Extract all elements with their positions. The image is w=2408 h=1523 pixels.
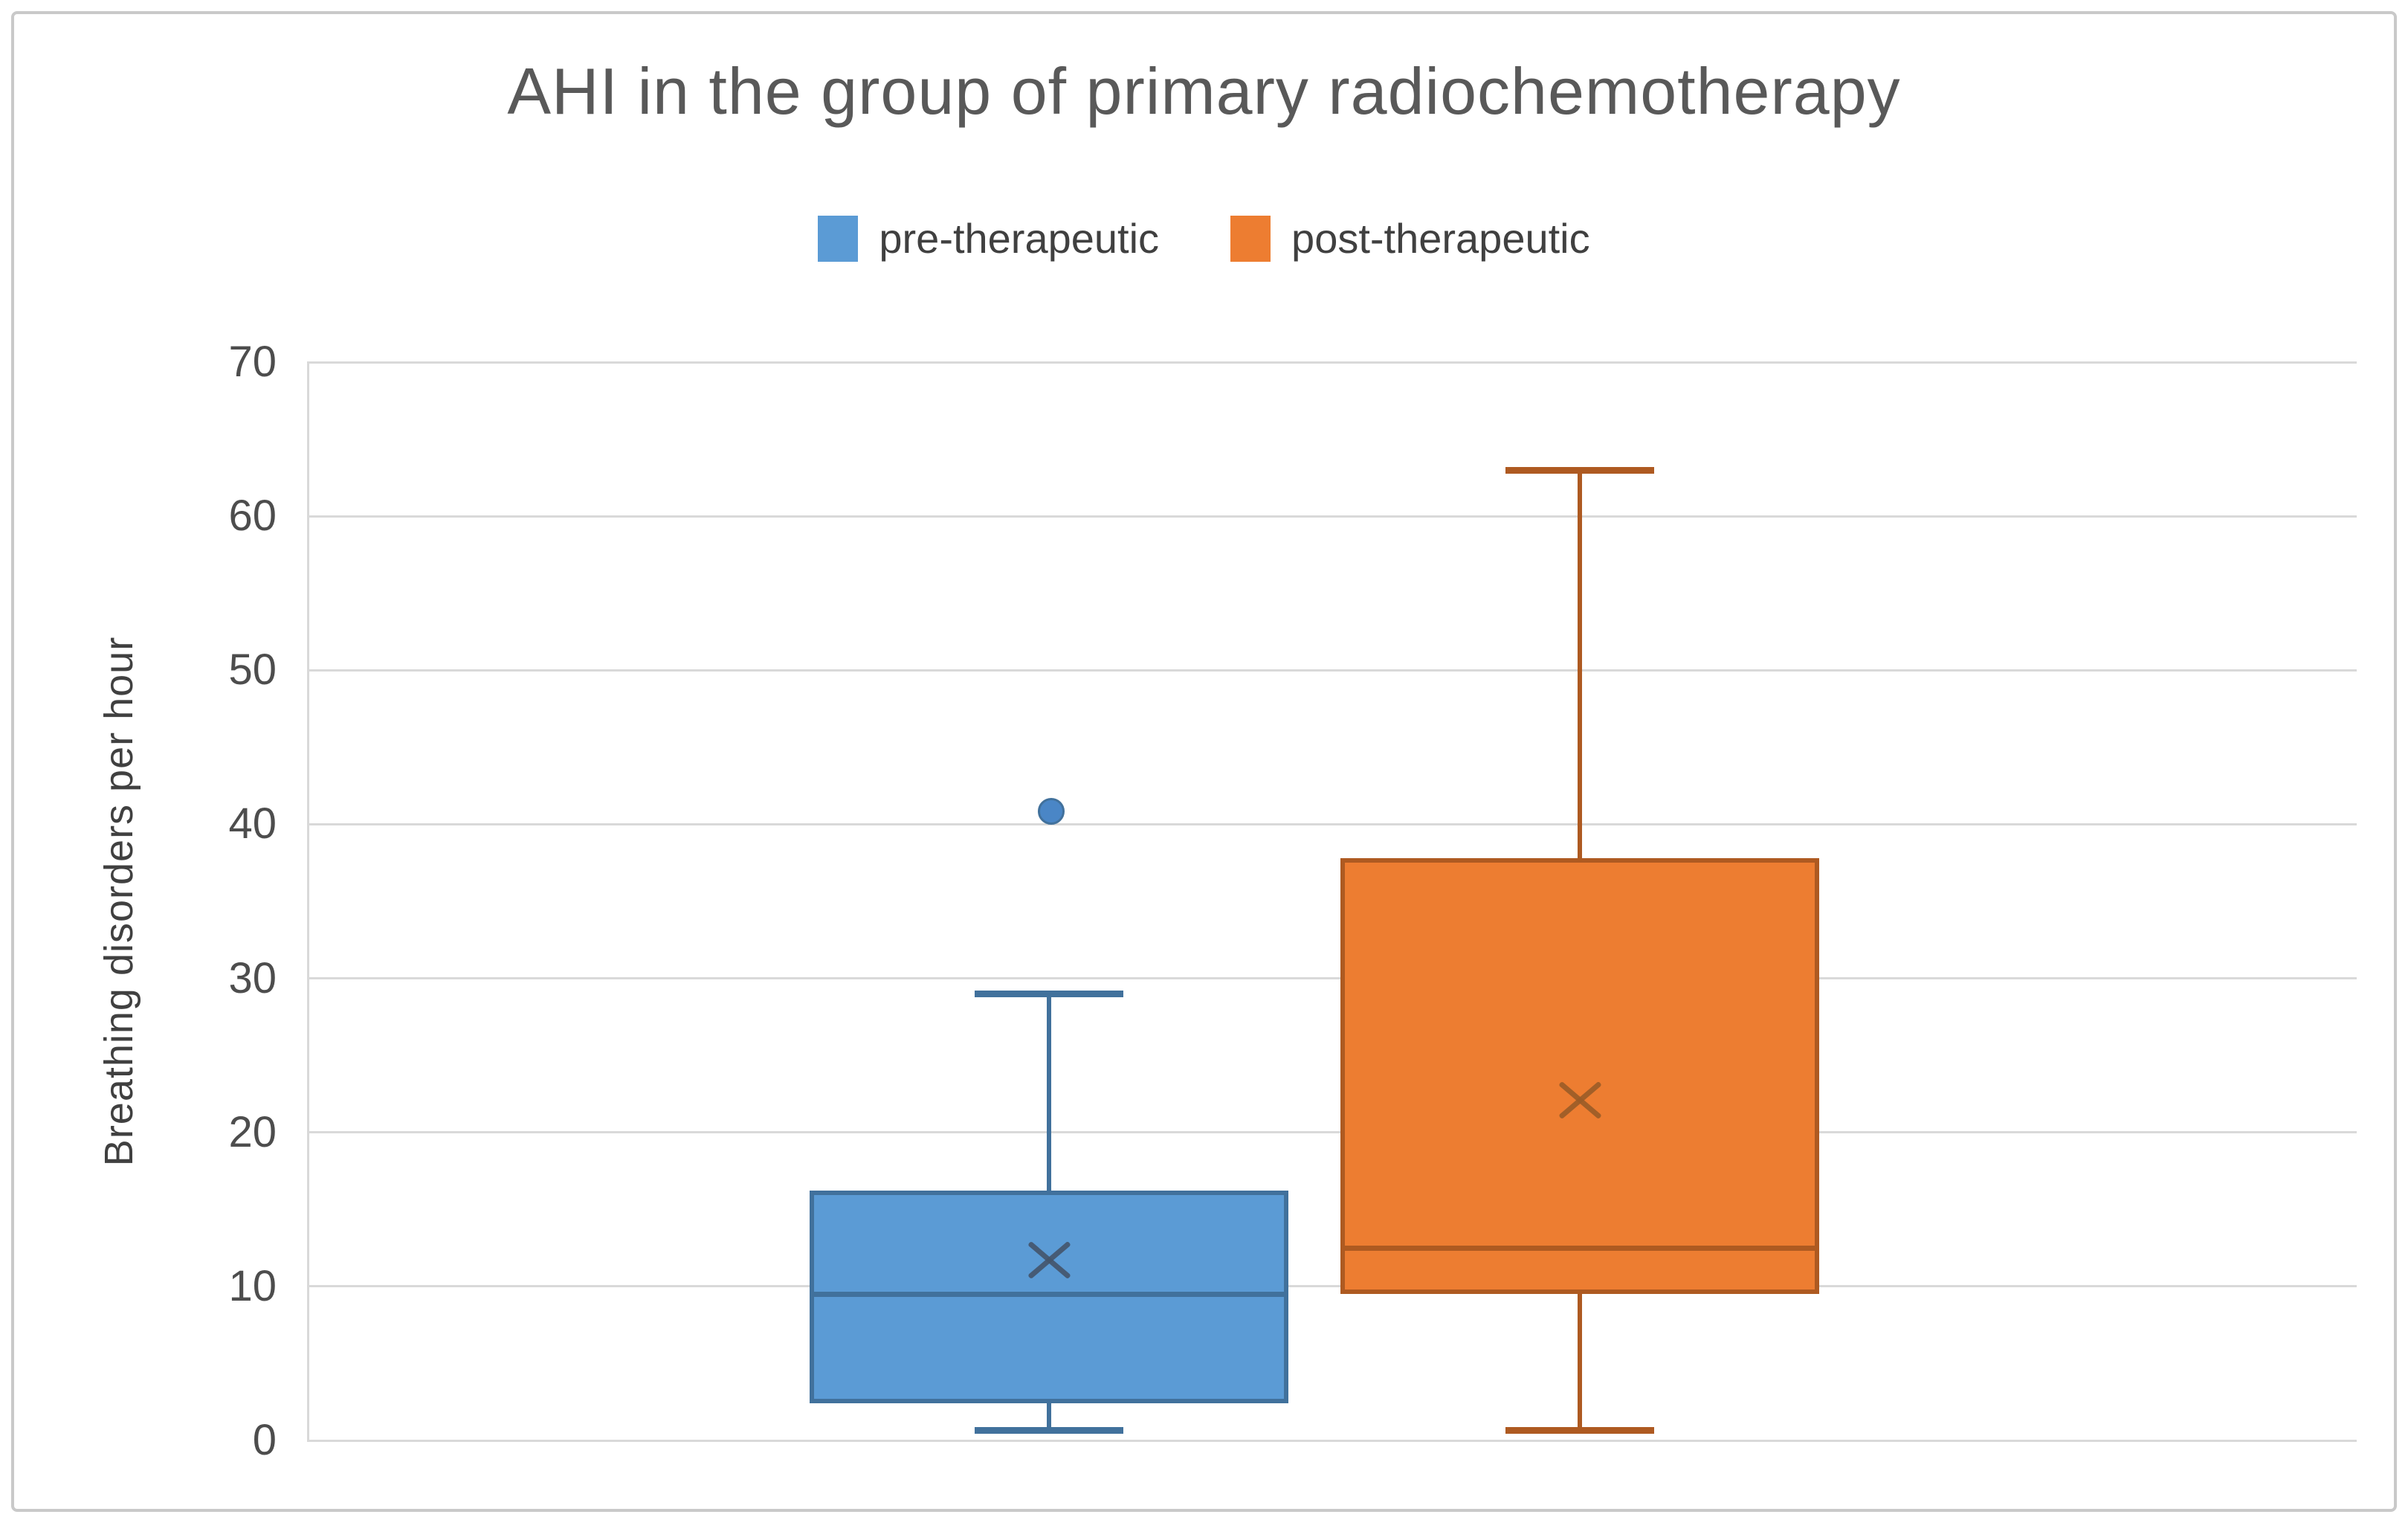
y-tick-label-30: 30: [228, 953, 277, 1002]
legend-entry-pre-therapeutic: pre-therapeutic: [818, 214, 1159, 263]
legend-label-post-therapeutic: post-therapeutic: [1291, 215, 1590, 262]
gridline-y-30: [307, 977, 2357, 980]
box-pre-therapeutic: [810, 1191, 1288, 1404]
legend-swatch-pre-therapeutic-icon: [818, 215, 859, 262]
y-tick-label-50: 50: [228, 645, 277, 695]
chart-title: AHI in the group of primary radiochemoth…: [507, 54, 1901, 128]
gridline-y-20: [307, 1131, 2357, 1134]
lower-whisker-pre-therapeutic: [1047, 1403, 1051, 1430]
outlier-point-pre-therapeutic: [1038, 797, 1065, 825]
median-line-pre-therapeutic: [810, 1291, 1288, 1297]
y-tick-label-10: 10: [228, 1261, 277, 1310]
upper-whisker-cap-pre-therapeutic: [975, 991, 1123, 998]
y-axis-title: Breathing disorders per hour: [97, 636, 141, 1167]
upper-whisker-post-therapeutic: [1578, 470, 1582, 858]
y-axis-line: [307, 362, 309, 1440]
mean-marker-pre-therapeutic: [1027, 1240, 1071, 1280]
lower-whisker-cap-post-therapeutic: [1505, 1426, 1654, 1434]
median-line-post-therapeutic: [1340, 1245, 1819, 1251]
y-tick-label-0: 0: [252, 1416, 277, 1464]
gridline-y-50: [307, 669, 2357, 672]
upper-whisker-pre-therapeutic: [1047, 994, 1051, 1191]
legend-entry-post-therapeutic: post-therapeutic: [1230, 214, 1590, 263]
gridline-y-40: [307, 822, 2357, 825]
box-post-therapeutic: [1340, 858, 1819, 1295]
legend: pre-therapeutic post-therapeutic: [0, 214, 2408, 263]
gridline-y-0: [307, 1439, 2357, 1442]
y-tick-label-70: 70: [228, 338, 277, 387]
legend-swatch-post-therapeutic-icon: [1230, 215, 1271, 262]
gridline-y-70: [307, 361, 2357, 364]
gridline-y-60: [307, 515, 2357, 518]
y-tick-label-40: 40: [228, 799, 277, 849]
lower-whisker-post-therapeutic: [1578, 1294, 1582, 1430]
lower-whisker-cap-pre-therapeutic: [975, 1426, 1123, 1434]
gridline-y-10: [307, 1285, 2357, 1288]
mean-marker-post-therapeutic: [1558, 1081, 1602, 1119]
y-tick-label-20: 20: [228, 1107, 277, 1156]
upper-whisker-cap-post-therapeutic: [1505, 467, 1654, 474]
y-tick-label-60: 60: [228, 492, 277, 541]
legend-label-pre-therapeutic: pre-therapeutic: [879, 215, 1160, 262]
